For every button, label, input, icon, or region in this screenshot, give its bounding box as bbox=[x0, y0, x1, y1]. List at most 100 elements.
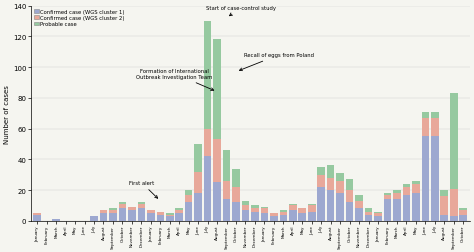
Bar bbox=[450, 189, 457, 216]
Y-axis label: Number of cases: Number of cases bbox=[4, 84, 10, 143]
Bar bbox=[109, 213, 117, 221]
Bar bbox=[34, 215, 41, 221]
Bar bbox=[204, 22, 211, 129]
Bar bbox=[166, 215, 173, 216]
Bar bbox=[242, 206, 249, 210]
Bar bbox=[34, 213, 41, 215]
Bar bbox=[90, 216, 98, 221]
Bar bbox=[223, 200, 230, 221]
Bar bbox=[327, 178, 335, 190]
Bar bbox=[440, 196, 448, 215]
Bar bbox=[270, 216, 278, 221]
Bar bbox=[194, 144, 202, 172]
Bar bbox=[450, 216, 457, 221]
Bar bbox=[412, 184, 419, 193]
Bar bbox=[270, 213, 278, 216]
Bar bbox=[318, 187, 325, 221]
Bar bbox=[346, 190, 354, 203]
Bar bbox=[421, 118, 429, 137]
Bar bbox=[242, 201, 249, 206]
Bar bbox=[100, 213, 107, 221]
Bar bbox=[337, 193, 344, 221]
Bar bbox=[185, 195, 192, 203]
Bar bbox=[459, 215, 467, 221]
Bar bbox=[431, 112, 438, 118]
Bar bbox=[356, 209, 363, 221]
Bar bbox=[100, 210, 107, 213]
Bar bbox=[374, 216, 382, 221]
Bar bbox=[280, 210, 287, 212]
Bar bbox=[421, 137, 429, 221]
Bar bbox=[374, 213, 382, 216]
Bar bbox=[393, 190, 401, 193]
Bar bbox=[223, 150, 230, 181]
Bar bbox=[109, 210, 117, 213]
Bar bbox=[365, 215, 373, 221]
Bar bbox=[412, 181, 419, 184]
Bar bbox=[318, 167, 325, 175]
Bar bbox=[280, 215, 287, 221]
Bar bbox=[374, 212, 382, 213]
Bar bbox=[147, 213, 155, 221]
Bar bbox=[156, 215, 164, 221]
Bar bbox=[185, 190, 192, 195]
Bar bbox=[204, 129, 211, 157]
Bar bbox=[289, 210, 297, 221]
Bar bbox=[440, 190, 448, 196]
Bar bbox=[450, 94, 457, 189]
Bar bbox=[299, 213, 306, 221]
Bar bbox=[166, 213, 173, 215]
Bar bbox=[261, 207, 268, 209]
Bar bbox=[365, 209, 373, 212]
Bar bbox=[421, 112, 429, 118]
Bar bbox=[383, 200, 391, 221]
Bar bbox=[393, 193, 401, 200]
Text: Recall of eggs from Poland: Recall of eggs from Poland bbox=[239, 53, 314, 71]
Bar bbox=[337, 181, 344, 193]
Bar bbox=[261, 209, 268, 213]
Bar bbox=[356, 195, 363, 201]
Bar bbox=[308, 206, 316, 212]
Bar bbox=[232, 187, 240, 203]
Bar bbox=[289, 204, 297, 206]
Bar bbox=[175, 210, 183, 213]
Bar bbox=[431, 118, 438, 137]
Bar bbox=[223, 181, 230, 200]
Bar bbox=[118, 209, 126, 221]
Bar bbox=[365, 212, 373, 215]
Bar bbox=[346, 203, 354, 221]
Bar bbox=[185, 203, 192, 221]
Bar bbox=[327, 166, 335, 178]
Bar bbox=[213, 140, 221, 183]
Bar bbox=[402, 187, 410, 195]
Bar bbox=[232, 169, 240, 187]
Bar bbox=[175, 213, 183, 221]
Bar bbox=[194, 172, 202, 193]
Bar bbox=[308, 212, 316, 221]
Bar bbox=[327, 190, 335, 221]
Bar bbox=[393, 200, 401, 221]
Bar bbox=[213, 40, 221, 140]
Bar bbox=[128, 207, 136, 210]
Bar bbox=[431, 137, 438, 221]
Bar bbox=[109, 209, 117, 210]
Bar bbox=[118, 203, 126, 204]
Bar bbox=[175, 209, 183, 210]
Bar bbox=[147, 210, 155, 213]
Bar bbox=[459, 209, 467, 210]
Bar bbox=[204, 157, 211, 221]
Bar bbox=[318, 175, 325, 187]
Text: Start of case-control study: Start of case-control study bbox=[206, 6, 276, 17]
Bar bbox=[251, 206, 259, 209]
Bar bbox=[337, 173, 344, 181]
Bar bbox=[128, 210, 136, 221]
Bar bbox=[232, 203, 240, 221]
Bar bbox=[289, 206, 297, 210]
Bar bbox=[166, 216, 173, 221]
Bar bbox=[402, 195, 410, 221]
Bar bbox=[459, 210, 467, 215]
Bar bbox=[308, 204, 316, 206]
Bar bbox=[299, 209, 306, 213]
Bar bbox=[346, 180, 354, 190]
Bar bbox=[194, 193, 202, 221]
